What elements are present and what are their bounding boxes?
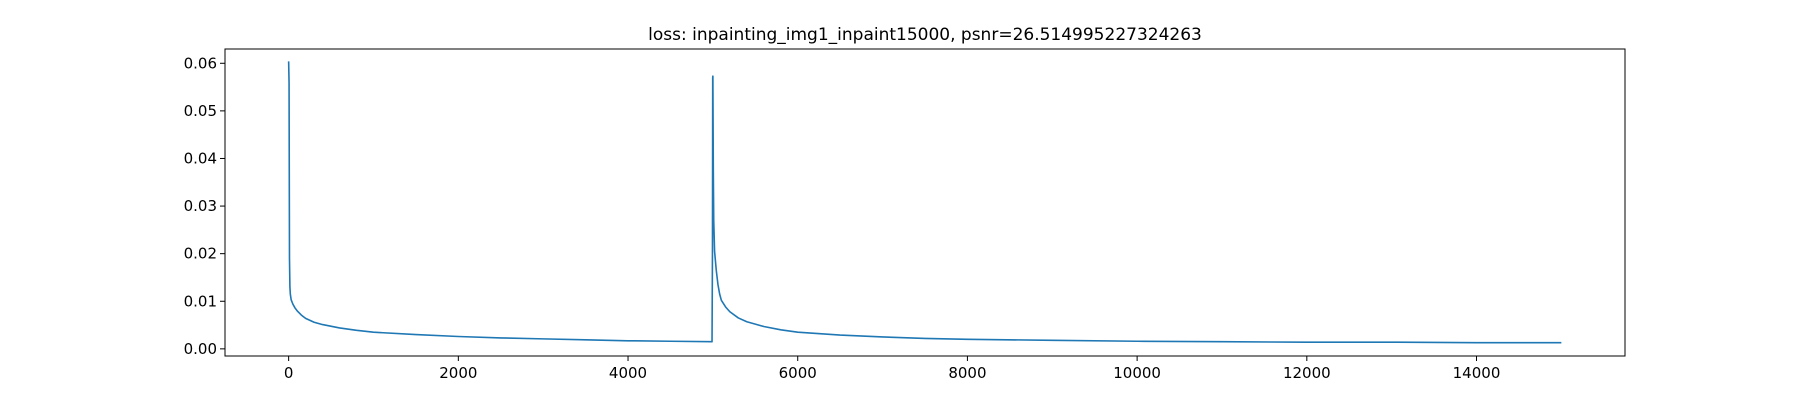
plot-area-frame xyxy=(224,48,1626,357)
x-tick-label: 10000 xyxy=(1113,364,1161,382)
y-tick-label: 0.00 xyxy=(184,340,217,358)
x-tick-label: 0 xyxy=(284,364,294,382)
x-tick-label: 6000 xyxy=(779,364,817,382)
y-tick-label: 0.01 xyxy=(184,292,217,310)
y-tick-label: 0.02 xyxy=(184,245,217,263)
y-tick-label: 0.06 xyxy=(184,54,217,72)
y-tick-label: 0.03 xyxy=(184,197,217,215)
y-tick-label: 0.05 xyxy=(184,102,217,120)
y-tick-label: 0.04 xyxy=(184,149,217,167)
chart-title: loss: inpainting_img1_inpaint15000, psnr… xyxy=(648,25,1202,45)
x-tick-label: 14000 xyxy=(1453,364,1501,382)
x-tick-label: 12000 xyxy=(1283,364,1331,382)
x-tick-label: 2000 xyxy=(439,364,477,382)
loss-series-line xyxy=(287,61,1562,344)
axis-ticks: 0 2000 4000 6000 8000 10000 12000 14000 0.00 0.01… xyxy=(184,54,1501,382)
x-tick-label: 8000 xyxy=(948,364,986,382)
series-layer xyxy=(287,61,1562,344)
x-tick-label: 4000 xyxy=(609,364,647,382)
